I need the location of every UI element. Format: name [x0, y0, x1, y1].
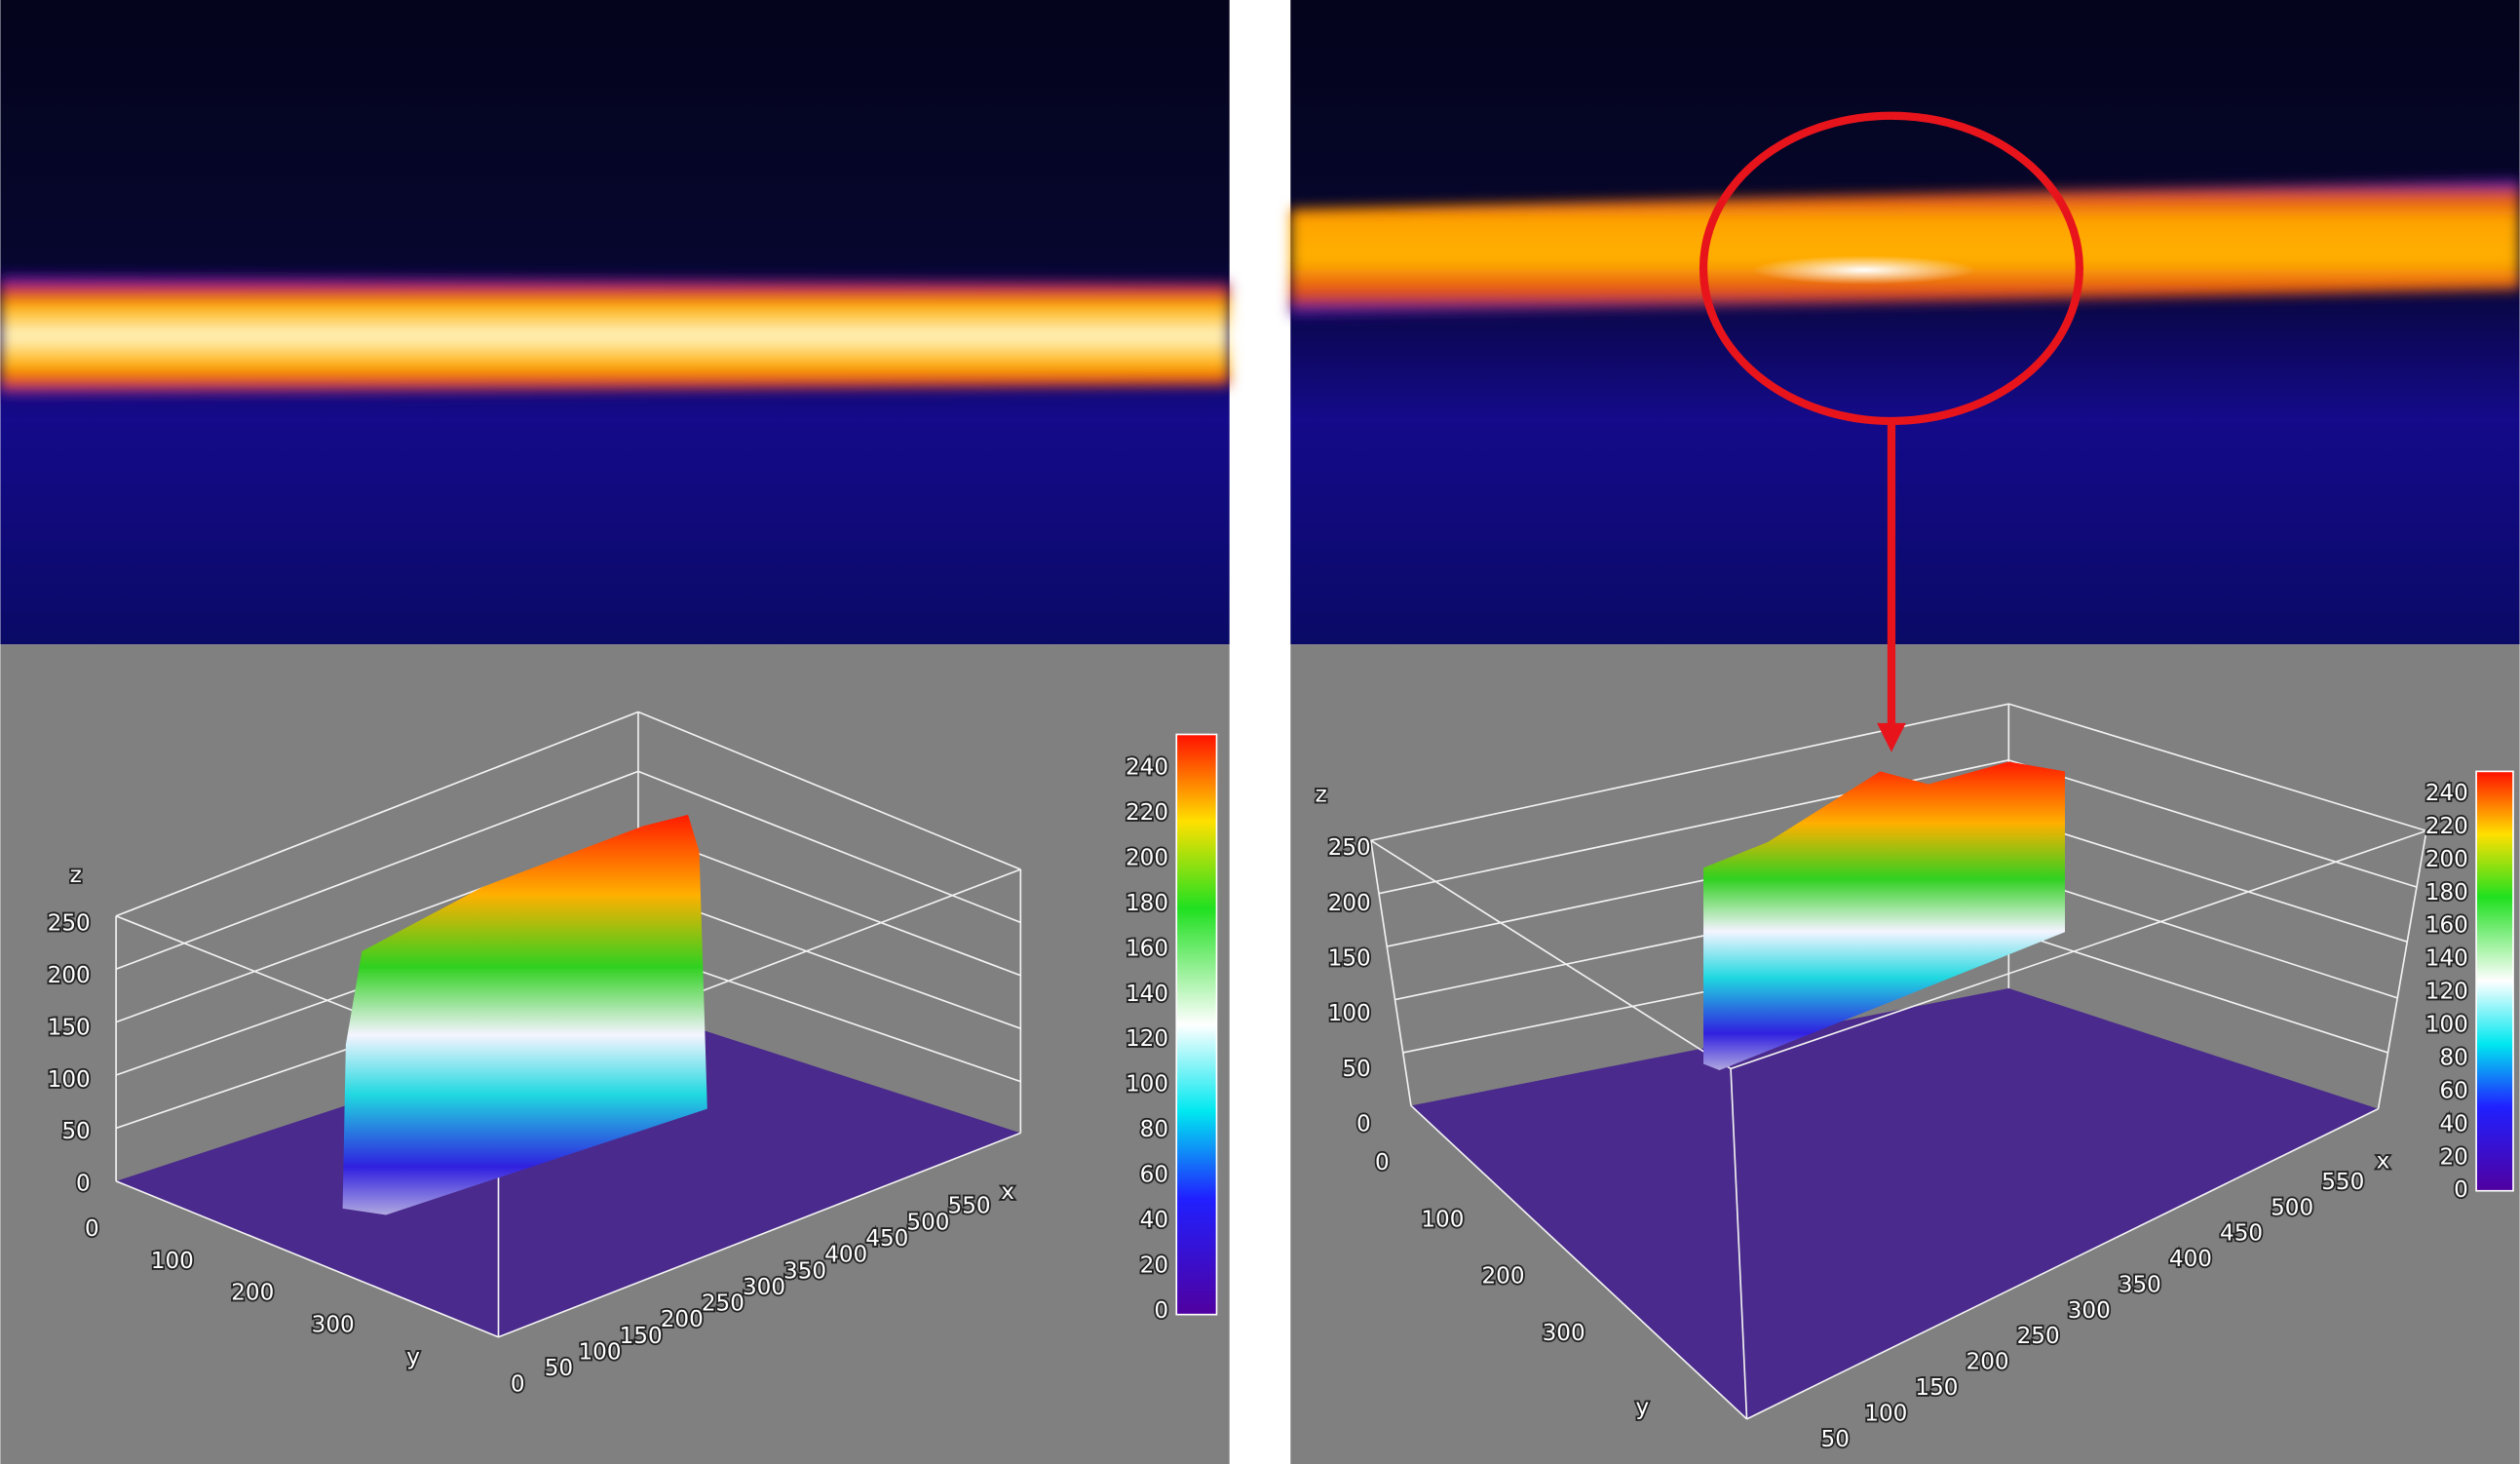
colorbar: [2475, 770, 2514, 1192]
x-tick-label: 400: [824, 1243, 867, 1268]
y-tick-label: 200: [231, 1281, 274, 1306]
axis-label: z: [70, 863, 82, 888]
colorbar-tick-label: 240: [2425, 781, 2468, 806]
colorbar-tick-label: 200: [2425, 847, 2468, 872]
x-tick-label: 100: [1864, 1401, 1907, 1426]
z-tick-label: 250: [1328, 835, 1371, 861]
colorbar-tick-label: 120: [1126, 1026, 1168, 1052]
surface: [342, 814, 707, 1215]
x-tick-label: 200: [661, 1307, 704, 1332]
z-tick-label: 200: [48, 963, 91, 988]
colorbar-tick-label: 200: [1126, 845, 1168, 870]
colorbar-tick-label: 240: [1126, 755, 1168, 781]
x-tick-label: 300: [743, 1275, 785, 1300]
colorbar-tick-label: 140: [1126, 982, 1168, 1007]
colorbar: [1175, 733, 1218, 1316]
colorbar-tick-label: 60: [1140, 1163, 1168, 1188]
y-tick-label: 300: [312, 1313, 355, 1338]
wireframe-box: [1369, 703, 2427, 1420]
y-tick-label: 0: [85, 1216, 99, 1242]
hot-rod: [0, 276, 1230, 396]
axis-label: x: [1001, 1179, 1014, 1205]
colorbar-tick-label: 160: [1126, 936, 1168, 961]
colorbar-tick-label: 80: [1140, 1117, 1168, 1142]
x-tick-label: 100: [578, 1339, 621, 1365]
axis-label: x: [2377, 1149, 2390, 1175]
colorbar-tick-label: 220: [1126, 800, 1168, 826]
y-tick-label: 200: [1481, 1264, 1524, 1290]
z-tick-label: 0: [76, 1172, 91, 1197]
x-tick-label: 150: [620, 1324, 663, 1349]
x-tick-label: 500: [906, 1210, 949, 1235]
x-tick-label: 0: [511, 1372, 525, 1398]
z-tick-label: 200: [1328, 891, 1371, 916]
y-tick-label: 0: [1375, 1150, 1390, 1175]
colorbar-tick-label: 220: [2425, 814, 2468, 839]
x-tick-label: 450: [2220, 1221, 2263, 1247]
axis-label: y: [406, 1345, 420, 1370]
arrow-head: [1877, 722, 1906, 752]
colorbar-tick-label: 180: [2425, 880, 2468, 905]
colorbar-tick-label: 0: [2454, 1177, 2468, 1203]
colorbar-tick-label: 40: [1140, 1208, 1168, 1233]
z-tick-label: 150: [1328, 945, 1371, 971]
z-tick-label: 100: [48, 1067, 91, 1093]
x-tick-label: 350: [783, 1258, 826, 1284]
z-tick-label: 150: [48, 1015, 91, 1040]
colorbar-tick-label: 60: [2439, 1078, 2467, 1103]
z-tick-label: 250: [48, 911, 91, 937]
x-tick-label: 500: [2271, 1195, 2313, 1220]
x-tick-label: 250: [2017, 1324, 2060, 1349]
colorbar-tick-label: 180: [1126, 891, 1168, 916]
x-tick-label: 550: [948, 1194, 991, 1219]
floor-surface: [1410, 987, 2379, 1419]
x-tick-label: 350: [2119, 1272, 2161, 1297]
colorbar-tick-label: 20: [2439, 1144, 2467, 1170]
hot-rod: [1290, 179, 2520, 316]
colorbar-tick-label: 40: [2439, 1111, 2467, 1137]
x-tick-label: 200: [1966, 1350, 2009, 1375]
x-tick-label: 50: [1821, 1427, 1850, 1452]
x-tick-label: 150: [1915, 1375, 1958, 1401]
hot-spot: [1751, 255, 1977, 285]
colorbar-tick-label: 100: [2425, 1013, 2468, 1038]
z-tick-label: 50: [61, 1119, 90, 1144]
x-tick-label: 400: [2169, 1247, 2212, 1272]
z-tick-label: 100: [1328, 1001, 1371, 1026]
x-tick-label: 250: [702, 1291, 745, 1317]
y-tick-label: 300: [1543, 1321, 1585, 1346]
floor-surface: [116, 1009, 1021, 1337]
x-tick-label: 300: [2068, 1298, 2111, 1324]
x-tick-label: 50: [545, 1356, 573, 1381]
z-tick-label: 50: [1342, 1057, 1370, 1082]
colorbar-tick-label: 140: [2425, 946, 2468, 972]
y-tick-label: 100: [1421, 1207, 1464, 1232]
colorbar-tick-label: 100: [1126, 1072, 1168, 1098]
colorbar-tick-label: 120: [2425, 980, 2468, 1005]
colorbar-tick-label: 80: [2439, 1045, 2467, 1070]
colorbar-tick-label: 160: [2425, 913, 2468, 939]
axis-label: z: [1316, 783, 1327, 808]
y-tick-label: 100: [151, 1249, 194, 1274]
x-tick-label: 450: [865, 1226, 908, 1252]
axis-label: y: [1636, 1395, 1650, 1420]
colorbar-tick-label: 0: [1154, 1298, 1168, 1324]
colorbar-tick-label: 20: [1140, 1252, 1168, 1278]
thermal-image: [1290, 0, 2520, 645]
z-tick-label: 0: [1356, 1112, 1371, 1137]
x-tick-label: 550: [2321, 1170, 2364, 1195]
surface: [1703, 761, 2066, 1071]
